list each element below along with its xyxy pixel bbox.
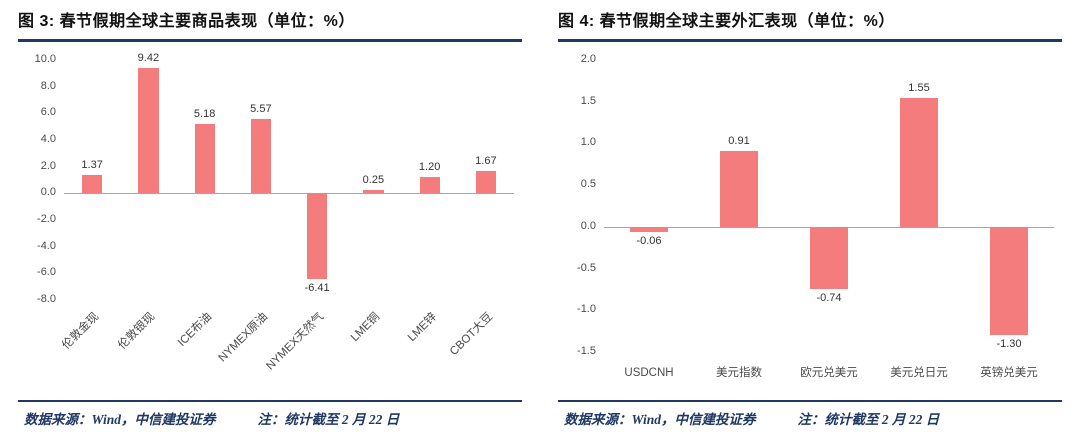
y-tick-label: 1.0 — [580, 136, 596, 149]
bar — [82, 175, 103, 194]
x-category-label: 美元指数 — [716, 367, 762, 379]
y-tick-label: 6.0 — [40, 106, 56, 119]
figure4-title-divider — [558, 39, 1062, 42]
bar — [990, 226, 1028, 336]
y-tick-label: 1.5 — [580, 94, 596, 107]
x-category-label: 英镑兑美元 — [980, 367, 1038, 379]
figure3-source-text: 数据来源：Wind，中信建投证券 — [24, 412, 216, 427]
figure4-title: 图 4: 春节假期全球主要外汇表现（单位：%） — [558, 13, 895, 30]
y-tick-label: 0.5 — [580, 178, 596, 191]
figure4-forex-bar-chart: 2.0 1.5 1.0 0.5 0.0 -0.5 -1.0 -1.5 -0.06 USDCNH 0.… — [558, 48, 1062, 400]
y-tick-label: -0.5 — [577, 261, 596, 274]
zero-axis-line — [64, 193, 514, 195]
bar-value-label: 0.91 — [728, 134, 750, 147]
y-tick-label: 10.0 — [34, 53, 56, 65]
y-tick-label: 0.0 — [580, 219, 596, 232]
figure4-source-text: 数据来源：Wind，中信建投证券 — [564, 412, 756, 427]
y-tick-label: -6.0 — [37, 266, 56, 279]
figure3-commodity-bar-chart: 10.0 8.0 6.0 4.0 2.0 0.0 -2.0 -4.0 -6.0 -8.0 1.37 伦… — [18, 48, 522, 400]
y-tick-label: 4.0 — [40, 133, 56, 145]
bar — [475, 171, 496, 194]
y-tick-label: -1.0 — [577, 303, 596, 316]
figure3-panel: 图 3: 春节假期全球主要商品表现（单位：%） 10.0 8.0 6.0 4.0 2.0… — [18, 13, 522, 428]
y-tick-label: -8.0 — [37, 293, 56, 305]
bar-value-label: 5.18 — [193, 108, 216, 121]
figure3-footer: 数据来源：Wind，中信建投证券 注：统计截至 2 月 22 日 — [18, 402, 522, 428]
x-category-label: USDCNH — [624, 367, 674, 379]
y-tick-label: 8.0 — [40, 79, 56, 92]
bar — [630, 226, 668, 232]
bar-value-label: 1.37 — [81, 159, 103, 172]
figure4-note-text: 注：统计截至 2 月 22 日 — [797, 412, 940, 427]
bar-value-label: 1.55 — [908, 81, 930, 94]
bar — [419, 177, 440, 194]
figure3-note-text: 注：统计截至 2 月 22 日 — [257, 412, 400, 427]
x-category-label: 欧元兑美元 — [800, 367, 858, 379]
bar-value-label: 0.25 — [362, 174, 385, 186]
figure3-title: 图 3: 春节假期全球主要商品表现（单位：%） — [18, 13, 355, 30]
y-tick-label: -1.5 — [577, 345, 596, 357]
y-tick-label: -2.0 — [37, 213, 56, 225]
bar — [900, 97, 938, 227]
bar — [250, 119, 271, 194]
bar-value-label: -6.41 — [304, 281, 330, 294]
y-tick-label: -4.0 — [37, 239, 56, 252]
bar — [363, 190, 384, 194]
bar-value-label: 1.67 — [475, 155, 497, 168]
bar — [307, 193, 328, 279]
bar-value-label: -1.30 — [996, 338, 1022, 351]
bar-value-label: 9.42 — [137, 51, 160, 64]
figure4-footer-divider — [558, 400, 1062, 402]
figure4-panel: 图 4: 春节假期全球主要外汇表现（单位：%） 2.0 1.5 1.0 0.5 0.0 -… — [540, 0, 1080, 446]
figure3-footer-divider — [18, 400, 522, 402]
bar-value-label: -0.06 — [636, 234, 662, 247]
bar — [720, 150, 758, 227]
x-category-label: 美元兑日元 — [890, 367, 948, 379]
bar — [810, 226, 848, 289]
figure3-title-divider — [18, 39, 522, 42]
y-tick-label: 2.0 — [40, 159, 56, 172]
y-tick-label: 0.0 — [40, 186, 56, 199]
y-tick-label: 2.0 — [580, 53, 596, 65]
bar-value-label: -0.74 — [816, 291, 842, 304]
bar — [138, 67, 159, 194]
bar-value-label: 1.20 — [418, 161, 441, 174]
bar-value-label: 5.57 — [250, 103, 272, 116]
bar — [194, 124, 215, 194]
figure4-footer: 数据来源：Wind，中信建投证券 注：统计截至 2 月 22 日 — [558, 402, 1062, 428]
